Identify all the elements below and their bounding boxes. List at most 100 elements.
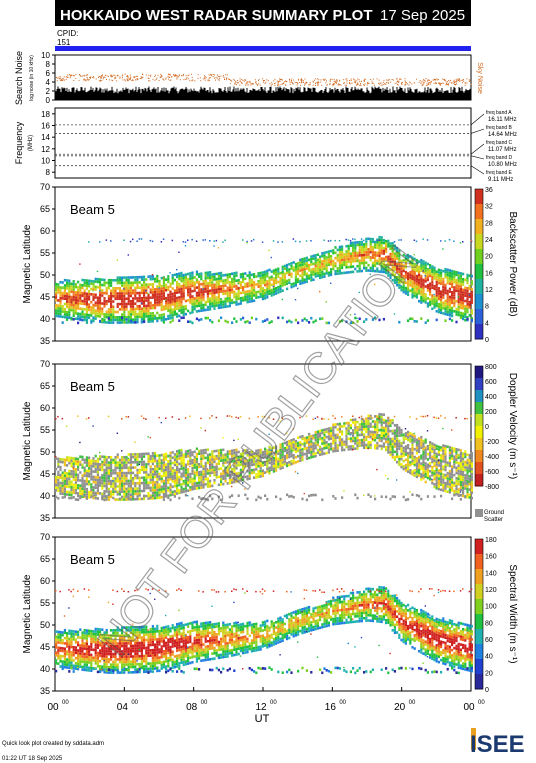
scatter-cell bbox=[453, 288, 456, 292]
scatter-cell bbox=[407, 498, 410, 501]
scatter-cell bbox=[345, 266, 348, 269]
scatter-cell bbox=[281, 461, 283, 463]
scatter-cell bbox=[367, 440, 370, 444]
scatter-cell bbox=[202, 306, 205, 309]
scatter-cell bbox=[442, 269, 445, 273]
scatter-cell bbox=[314, 441, 317, 445]
scatter-cell bbox=[125, 492, 128, 496]
scatter-cell bbox=[358, 243, 361, 247]
scatter-cell bbox=[411, 272, 414, 275]
scatter-cell bbox=[187, 277, 190, 281]
scatter-cell bbox=[451, 478, 454, 482]
scatter-cell bbox=[380, 257, 383, 260]
scatter-cell bbox=[433, 306, 436, 309]
scatter-cell bbox=[470, 480, 473, 484]
scatter-cell bbox=[440, 277, 443, 280]
colorbar-segment bbox=[475, 189, 483, 205]
scatter-cell bbox=[151, 497, 154, 500]
scatter-cell bbox=[402, 259, 405, 262]
scatter-cell bbox=[165, 479, 168, 482]
scatter-cell bbox=[92, 295, 95, 299]
scatter-cell bbox=[118, 281, 121, 285]
scatter-cell bbox=[253, 275, 256, 279]
scatter-cell bbox=[121, 469, 124, 472]
scatter-cell bbox=[169, 314, 172, 317]
scatter-cell bbox=[270, 256, 272, 259]
scatter-cell bbox=[462, 293, 465, 297]
scatter-cell bbox=[259, 292, 262, 296]
scatter-cell bbox=[169, 470, 172, 473]
scatter-cell bbox=[176, 312, 179, 316]
scatter-cell bbox=[253, 476, 256, 479]
scatter-cell bbox=[301, 458, 304, 462]
scatter-cell bbox=[422, 270, 425, 274]
scatter-cell bbox=[305, 438, 308, 442]
scatter-cell bbox=[336, 259, 339, 262]
scatter-cell bbox=[426, 468, 429, 472]
scatter-cell bbox=[413, 239, 416, 241]
scatter-cell bbox=[72, 488, 75, 492]
scatter-cell bbox=[382, 270, 385, 274]
scatter-cell bbox=[55, 418, 57, 420]
scatter-cell bbox=[127, 482, 130, 485]
scatter-cell bbox=[253, 452, 256, 456]
scatter-cell bbox=[336, 272, 339, 275]
scatter-cell bbox=[255, 452, 258, 455]
scatter-cell bbox=[468, 467, 471, 470]
scatter-cell bbox=[103, 305, 106, 308]
scatter-cell bbox=[360, 428, 363, 431]
scatter-cell bbox=[297, 264, 300, 268]
scatter-cell bbox=[393, 260, 396, 263]
frequency-ytick-label: 16 bbox=[41, 122, 50, 131]
scatter-cell bbox=[195, 278, 198, 281]
scatter-cell bbox=[180, 485, 183, 489]
scatter-cell bbox=[415, 264, 418, 267]
scatter-cell bbox=[134, 307, 137, 311]
scatter-cell bbox=[385, 474, 387, 477]
scatter-cell bbox=[114, 310, 117, 314]
scatter-cell bbox=[468, 294, 470, 296]
scatter-cell bbox=[407, 293, 410, 296]
scatter-cell bbox=[187, 449, 190, 453]
scatter-cell bbox=[123, 482, 126, 485]
scatter-cell bbox=[420, 295, 423, 299]
scatter-cell bbox=[180, 462, 183, 465]
scatter-cell bbox=[127, 484, 130, 488]
scatter-cell bbox=[112, 485, 115, 488]
scatter-cell bbox=[239, 479, 242, 482]
scatter-cell bbox=[244, 277, 247, 281]
scatter-cell bbox=[248, 273, 251, 277]
scatter-cell bbox=[446, 300, 449, 303]
scatter-cell bbox=[442, 306, 445, 310]
scatter-cell bbox=[237, 461, 240, 464]
scatter-cell bbox=[279, 497, 282, 501]
scatter-cell bbox=[321, 275, 324, 279]
scatter-cell bbox=[99, 294, 102, 297]
scatter-cell bbox=[77, 457, 80, 461]
scatter-cell bbox=[187, 495, 189, 497]
scatter-cell bbox=[103, 302, 106, 305]
scatter-cell bbox=[268, 276, 271, 280]
scatter-cell bbox=[464, 307, 467, 311]
scatter-cell bbox=[422, 291, 425, 295]
scatter-cell bbox=[145, 291, 148, 294]
scatter-cell bbox=[347, 247, 350, 250]
scatter-cell bbox=[242, 462, 245, 466]
scatter-cell bbox=[176, 273, 179, 276]
scatter-cell bbox=[83, 315, 86, 319]
scatter-cell bbox=[66, 310, 69, 314]
scatter-cell bbox=[180, 279, 183, 283]
scatter-cell bbox=[356, 426, 359, 429]
scatter-cell bbox=[385, 255, 388, 259]
scatter-cell bbox=[301, 450, 303, 453]
scatter-cell bbox=[160, 485, 163, 489]
scatter-cell bbox=[402, 495, 405, 499]
scatter-cell bbox=[451, 473, 454, 476]
scatter-cell bbox=[176, 492, 179, 495]
scatter-cell bbox=[455, 281, 458, 285]
scatter-cell bbox=[360, 251, 363, 254]
scatter-cell bbox=[404, 286, 407, 290]
scatter-cell bbox=[250, 291, 253, 295]
scatter-cell bbox=[431, 265, 434, 268]
scatter-cell bbox=[59, 484, 62, 487]
